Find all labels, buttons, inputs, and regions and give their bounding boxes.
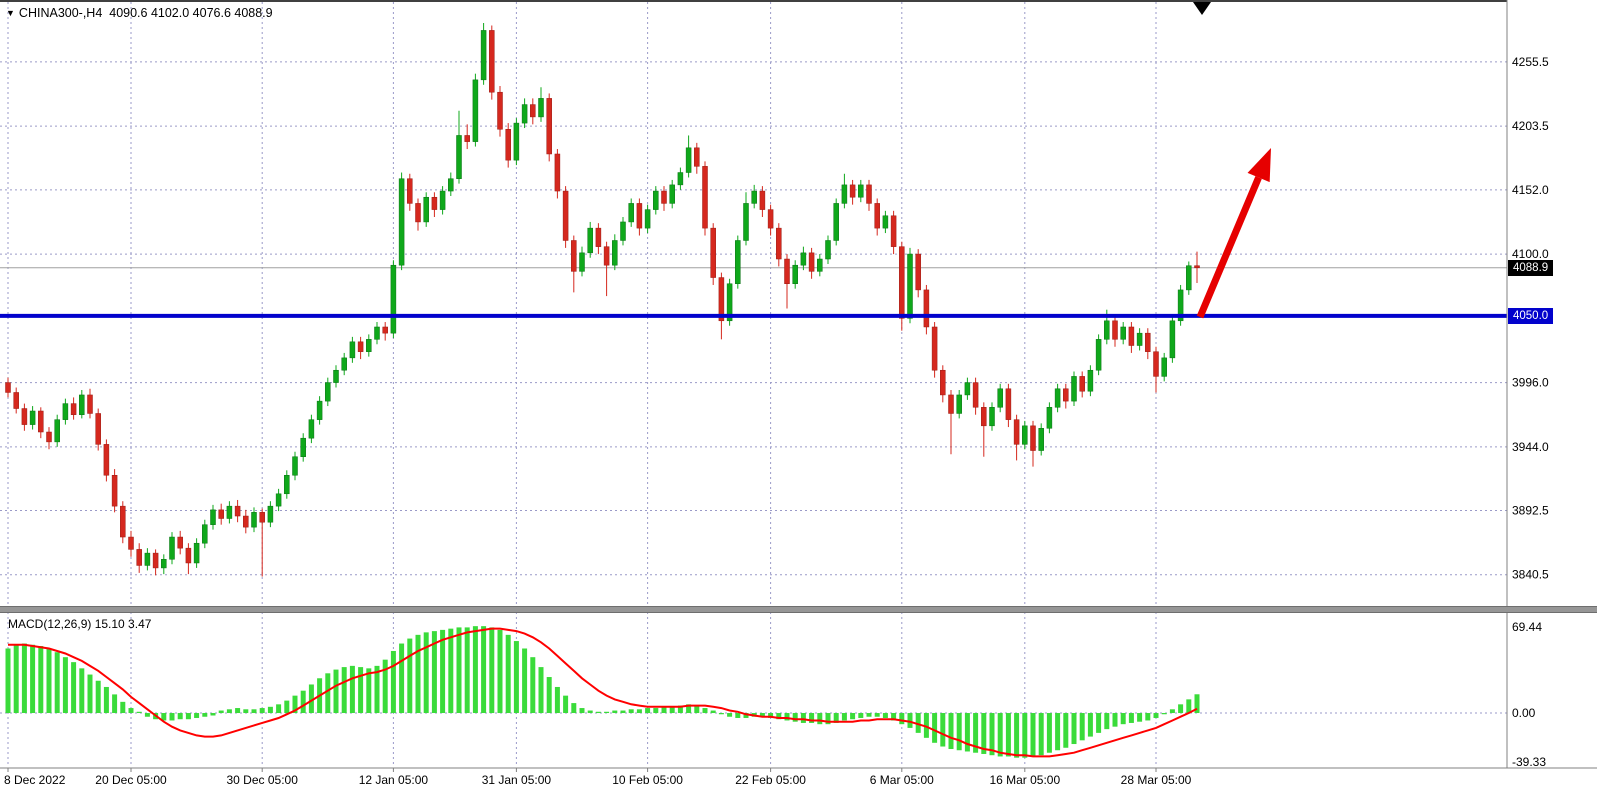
time-axis-label: 28 Mar 05:00 — [1121, 773, 1192, 787]
time-axis-label: 31 Jan 05:00 — [482, 773, 552, 787]
time-axis-label: 20 Dec 05:00 — [95, 773, 167, 787]
time-axis-label: 30 Dec 05:00 — [227, 773, 299, 787]
candlesticks-layer — [5, 23, 1200, 577]
top-marker-icon[interactable] — [1193, 2, 1211, 15]
ohlc-values: 4090.6 4102.0 4076.6 4088.9 — [109, 6, 273, 20]
price-axis-label: 3892.5 — [1512, 503, 1549, 517]
macd-axis-label: 0.00 — [1512, 706, 1536, 720]
pane-separator[interactable] — [0, 606, 1597, 613]
price-axis-label: 3840.5 — [1512, 568, 1549, 582]
trend-arrow-shaft[interactable] — [1196, 176, 1262, 319]
symbol-label: CHINA300-,H4 — [18, 6, 103, 20]
current-price-tag: 4088.9 — [1508, 259, 1554, 276]
macd-signal-line — [8, 627, 1198, 758]
price-axis-label: 4255.5 — [1512, 55, 1549, 69]
macd-axis-label: 69.44 — [1512, 620, 1542, 634]
price-axis-label: 4100.0 — [1512, 247, 1549, 261]
macd-axis-label: -39.33 — [1512, 755, 1546, 769]
time-axis-label: 10 Feb 05:00 — [612, 773, 683, 787]
time-axis-label: 22 Feb 05:00 — [735, 773, 806, 787]
support-level-price-tag: 4050.0 — [1508, 307, 1554, 324]
time-axis-label: 16 Mar 05:00 — [989, 773, 1060, 787]
annotations-layer — [0, 2, 1507, 319]
price-axis-label: 4203.5 — [1512, 119, 1549, 133]
time-axis-label: 12 Jan 05:00 — [359, 773, 429, 787]
price-axis-label: 4152.0 — [1512, 183, 1549, 197]
price-axis-label: 3996.0 — [1512, 376, 1549, 390]
price-axis-label: 3944.0 — [1512, 440, 1549, 454]
chevron-down-icon[interactable]: ▼ — [6, 8, 15, 18]
macd-layer — [5, 626, 1200, 758]
trend-arrow-head[interactable] — [1247, 148, 1271, 183]
time-axis-label: 8 Dec 2022 — [4, 773, 66, 787]
symbol-ohlc-line: ▼ CHINA300-,H4 4090.6 4102.0 4076.6 4088.… — [6, 6, 273, 20]
time-axis-label: 6 Mar 05:00 — [870, 773, 934, 787]
macd-indicator-label: MACD(12,26,9) 15.10 3.47 — [8, 617, 152, 631]
grid-layer — [0, 2, 1507, 766]
axes-layer: 4255.5 4203.5 4152.0 4100.0 3996.0 3944.0 3892… — [0, 0, 1597, 787]
